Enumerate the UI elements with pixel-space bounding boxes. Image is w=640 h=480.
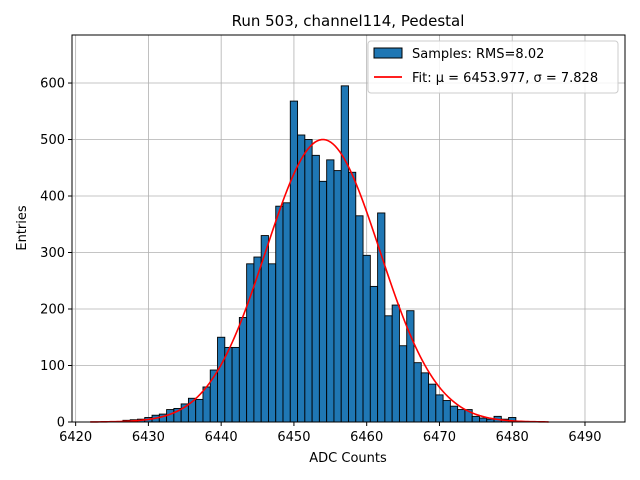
histogram-bar	[282, 202, 291, 423]
histogram-bar	[398, 345, 408, 423]
histogram-bar	[326, 159, 335, 423]
histogram-bar	[355, 215, 364, 423]
x-tick-label: 6490	[568, 430, 601, 445]
y-tick-label: 600	[40, 77, 65, 92]
histogram-bar	[231, 346, 240, 423]
histogram-bar	[333, 170, 342, 423]
histogram-bar	[268, 263, 277, 423]
histogram-bar	[384, 315, 393, 423]
histogram-bar	[362, 254, 371, 423]
y-tick-label: 400	[40, 190, 65, 205]
histogram-bar	[202, 386, 211, 423]
histogram-bar	[457, 409, 466, 423]
histogram-bar	[289, 100, 299, 423]
histogram-bar	[340, 85, 349, 423]
y-tick-label: 0	[57, 416, 65, 431]
histogram-bar	[297, 134, 306, 423]
histogram-bar	[318, 180, 328, 423]
histogram-bar	[449, 405, 459, 423]
legend-swatch-samples	[373, 47, 403, 59]
histogram-bar	[224, 346, 233, 423]
histogram-bar	[217, 336, 226, 423]
histogram-bar	[471, 415, 480, 423]
legend: Samples: RMS=8.02 Fit: μ = 6453.977, σ =…	[367, 40, 619, 94]
x-tick-label: 6450	[277, 430, 310, 445]
histogram-bar	[420, 372, 429, 423]
histogram-bar	[238, 317, 248, 423]
histogram-bar	[377, 212, 386, 423]
gaussian-fit-curve	[90, 138, 549, 423]
y-axis-label: Entries	[15, 205, 30, 251]
legend-label-fit: Fit: μ = 6453.977, σ = 7.828	[412, 71, 598, 86]
histogram-bar	[195, 398, 204, 423]
y-tick-label: 100	[40, 359, 65, 374]
histogram-bar	[479, 417, 488, 423]
histogram-bar	[435, 394, 444, 423]
histogram-bar	[369, 285, 379, 423]
x-tick-label: 6470	[423, 430, 456, 445]
chart-title: Run 503, channel114, Pedestal	[232, 12, 465, 30]
x-tick-label: 6440	[205, 430, 238, 445]
x-tick-label: 6480	[496, 430, 529, 445]
histogram-bar	[348, 171, 357, 423]
histogram-bar	[428, 383, 437, 423]
fit-curve-layer	[90, 138, 549, 423]
histogram-bar	[442, 400, 451, 423]
axis-ticks: 6420 6430 6440 6450 6460 6470 6480 6490 0 100 200 3…	[40, 77, 601, 445]
y-tick-label: 300	[40, 246, 65, 261]
plot-frame	[71, 34, 626, 423]
y-tick-label: 200	[40, 303, 65, 318]
histogram-bar	[413, 362, 422, 423]
x-tick-label: 6420	[59, 430, 92, 445]
x-axis-label: ADC Counts	[309, 451, 387, 466]
histogram-bar	[275, 205, 284, 423]
histogram-bar	[391, 304, 400, 423]
legend-box	[367, 40, 619, 94]
histogram-bar	[304, 139, 313, 423]
legend-label-samples: Samples: RMS=8.02	[412, 47, 544, 62]
y-tick-label: 500	[40, 133, 65, 148]
x-tick-label: 6460	[350, 430, 383, 445]
histogram-bar	[311, 154, 320, 423]
x-tick-label: 6430	[132, 430, 165, 445]
